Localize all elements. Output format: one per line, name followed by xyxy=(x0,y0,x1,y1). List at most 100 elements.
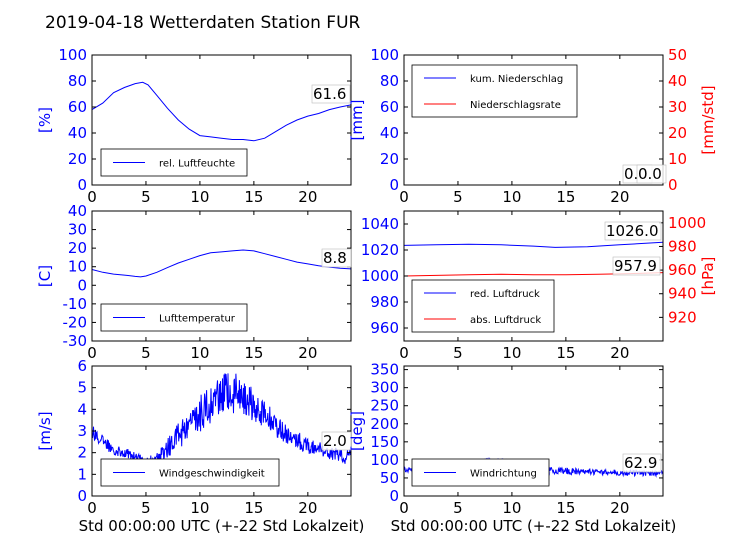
y-tick-label-right: 40 xyxy=(668,72,687,90)
x-axis-label: Std 00:00:00 UTC (+-22 Std Lokalzeit) xyxy=(79,517,365,535)
y-tick-label: 4 xyxy=(77,400,87,418)
annotation-box xyxy=(321,248,352,268)
panel-temperature: 0 5 10 15 20-30-20-10010203040[C]Lufttempera… xyxy=(36,202,352,362)
value-annotation: 61.6 xyxy=(311,84,351,104)
y-tick-label: 0 xyxy=(77,487,87,505)
x-tick-label: 15 xyxy=(244,499,263,517)
y-tick-label: 0 xyxy=(77,176,87,194)
legend: Windgeschwindigkeit xyxy=(100,458,280,487)
y-tick-label: 20 xyxy=(68,239,87,257)
y-axis-label-right: [hPa] xyxy=(699,257,717,296)
series-line xyxy=(91,249,352,278)
y-axis-label: [deg] xyxy=(348,411,366,451)
series-group xyxy=(91,373,352,467)
y-tick-label: 30 xyxy=(68,221,87,239)
y-tick-label: 150 xyxy=(370,433,399,451)
x-tick-label: 0 xyxy=(399,188,409,206)
x-tick-label: 10 xyxy=(190,344,209,362)
y-tick-label: 1040 xyxy=(361,215,399,233)
x-tick-label: 5 xyxy=(141,344,151,362)
annotation-box xyxy=(622,453,662,473)
x-axis-label: Std 00:00:00 UTC (+-22 Std Lokalzeit) xyxy=(391,517,677,535)
y-tick-label: 0 xyxy=(77,276,87,294)
y-tick-label: 100 xyxy=(370,46,399,64)
legend-label: Windgeschwindigkeit xyxy=(159,469,265,480)
legend-box xyxy=(100,303,248,332)
y-tick-label: 200 xyxy=(370,415,399,433)
x-tick-label: 20 xyxy=(610,188,629,206)
x-tick-label: 15 xyxy=(556,499,575,517)
y-axis-label: [mm] xyxy=(348,100,366,141)
y-axis-label: [m/s] xyxy=(36,411,54,450)
value-annotation: 62.9 xyxy=(622,453,662,473)
x-tick-label: 15 xyxy=(244,188,263,206)
y-tick-label: 40 xyxy=(68,202,87,220)
y-tick-label: 0 xyxy=(389,176,399,194)
x-tick-label: 0 xyxy=(87,344,97,362)
x-tick-label: 20 xyxy=(298,188,317,206)
x-tick-label: 0 xyxy=(399,499,409,517)
y-tick-label: 1020 xyxy=(361,241,399,259)
y-tick-label: 250 xyxy=(370,397,399,415)
y-axis-label-right: [mm/std] xyxy=(699,85,717,154)
panel-humidity: 0 5 10 15 20 0 20 40 60 80 100 [%] rel. Luftfeuchte 6… xyxy=(36,46,352,206)
y-tick-label: 980 xyxy=(370,293,399,311)
x-tick-label: 10 xyxy=(502,344,521,362)
y-tick-label: 40 xyxy=(68,124,87,142)
x-tick-label: 5 xyxy=(453,188,463,206)
x-tick-label: 15 xyxy=(556,188,575,206)
legend: Windrichtung xyxy=(411,458,550,487)
y-tick-label: 60 xyxy=(68,98,87,116)
y-tick-label: 20 xyxy=(68,150,87,168)
annotation-text: 0.0 xyxy=(638,165,662,183)
y-tick-label: 1000 xyxy=(361,267,399,285)
y-tick-label: 50 xyxy=(380,469,399,487)
x-tick-label: 20 xyxy=(610,499,629,517)
y-tick-label-right: 20 xyxy=(668,124,687,142)
y-tick-label: 0 xyxy=(389,487,399,505)
series-group xyxy=(91,249,352,278)
axes-frame xyxy=(91,210,352,342)
series-line xyxy=(91,81,352,142)
annotation-text: 2.0 xyxy=(323,432,347,450)
y-axis-label: [C] xyxy=(36,265,54,287)
legend: rel. Luftfeuchte xyxy=(100,148,248,177)
y-tick-label: 80 xyxy=(68,72,87,90)
panel-pressure: 0 5 10 15 20 960 980 1000 1020 1040 920 940 960 980 10… xyxy=(361,210,717,362)
y-tick-label: 960 xyxy=(370,319,399,337)
y-tick-label: -20 xyxy=(63,313,88,331)
x-tick-label: 5 xyxy=(141,499,151,517)
x-tick-label: 5 xyxy=(453,344,463,362)
y-tick-label: 2 xyxy=(77,444,87,462)
annotation-text: 62.9 xyxy=(624,454,657,472)
legend-box xyxy=(411,64,578,118)
x-tick-label: 5 xyxy=(453,499,463,517)
y-tick-label: 3 xyxy=(77,422,87,440)
legend-label: red. Luftdruck xyxy=(470,289,540,300)
value-annotation: 2.0 xyxy=(321,431,352,451)
value-annotation: 957.9 xyxy=(612,256,661,276)
legend-label: Windrichtung xyxy=(470,469,537,480)
y-tick-label-right: 50 xyxy=(668,46,687,64)
y-tick-label: 60 xyxy=(380,98,399,116)
legend: Lufttemperatur xyxy=(100,303,248,332)
y-tick-label: 20 xyxy=(380,150,399,168)
y-tick-label: -30 xyxy=(63,332,88,350)
axes-frame xyxy=(403,365,664,497)
y-tick-label: 6 xyxy=(77,357,87,375)
y-tick-label-right: 980 xyxy=(668,237,697,255)
x-tick-label: 10 xyxy=(502,499,521,517)
legend-label: abs. Luftdruck xyxy=(470,315,541,326)
annotation-text: 8.8 xyxy=(323,249,347,267)
y-tick-label: 350 xyxy=(370,361,399,379)
y-tick-label: 80 xyxy=(380,72,399,90)
panel-precipitation: 0 5 10 15 20 0 20 40 60 80 100 0 10 20 30 40 50 [mm] [mm/s… xyxy=(348,46,717,206)
y-tick-label: 100 xyxy=(58,46,87,64)
series-line xyxy=(403,241,664,248)
x-tick-label: 20 xyxy=(298,499,317,517)
value-annotation: 8.8 xyxy=(321,248,352,268)
y-tick-label-right: 10 xyxy=(668,150,687,168)
x-tick-label: 5 xyxy=(141,188,151,206)
